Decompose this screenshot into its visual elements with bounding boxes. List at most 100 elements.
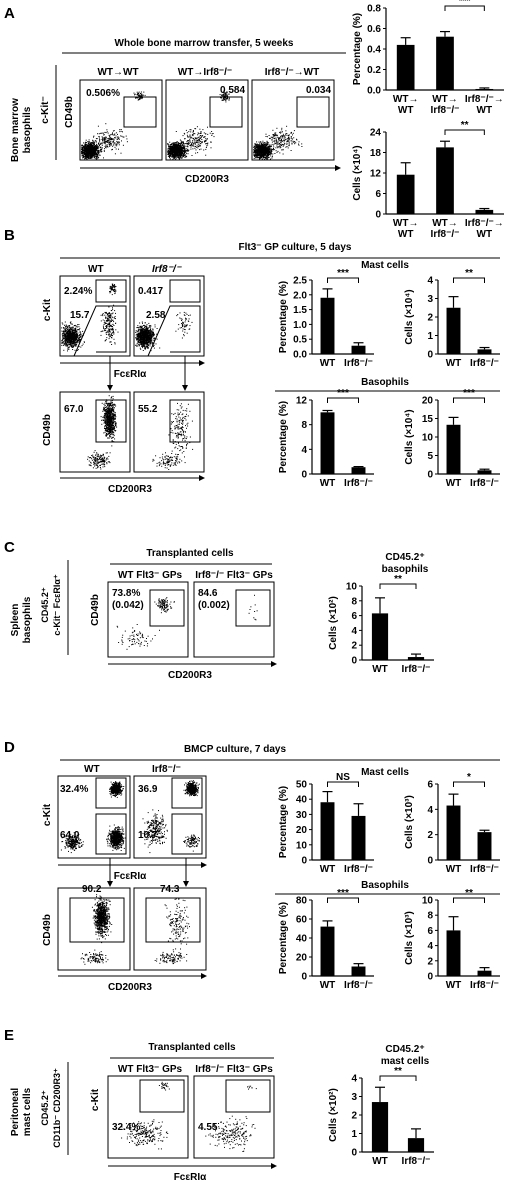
scatter-dot <box>149 334 151 335</box>
scatter-dot <box>175 142 176 144</box>
scatter-dot <box>74 345 76 347</box>
scatter-dot <box>137 97 139 99</box>
scatter-dot <box>277 137 279 139</box>
scatter-dot <box>185 151 187 153</box>
scatter-dot <box>146 341 148 343</box>
scatter-dot <box>184 157 186 158</box>
panel-b-top-plot-2-gate-upper <box>169 279 201 303</box>
scatter-dot <box>106 131 108 133</box>
scatter-dot <box>84 152 85 154</box>
scatter-dot <box>278 139 280 141</box>
scatter-dot <box>97 125 99 127</box>
scatter-dot <box>99 155 101 156</box>
scatter-dot <box>100 132 102 134</box>
scatter-dot <box>283 139 284 141</box>
scatter-dot <box>260 149 262 151</box>
scatter-dot <box>67 339 69 341</box>
scatter-dot <box>62 337 64 339</box>
scatter-dot <box>172 156 174 158</box>
scatter-dot <box>111 133 113 135</box>
scatter-dot <box>209 132 211 134</box>
scatter-dot <box>82 145 84 147</box>
scatter-dot <box>74 334 76 336</box>
scatter-dot <box>279 137 281 139</box>
scatter-dot <box>114 293 116 295</box>
scatter-dot <box>64 334 66 336</box>
scatter-dot <box>113 143 115 145</box>
scatter-dot <box>275 150 277 152</box>
scatter-dot <box>205 138 207 140</box>
scatter-dot <box>105 333 107 335</box>
scatter-dot <box>71 336 73 337</box>
scatter-dot <box>254 154 256 156</box>
scatter-dot <box>83 149 85 151</box>
panel-d-bottom-plot-2-gate <box>145 897 201 943</box>
scatter-dot <box>97 157 99 159</box>
scatter-dot <box>103 142 105 144</box>
scatter-dot <box>119 131 121 133</box>
scatter-dot <box>105 329 107 331</box>
scatter-dot <box>81 345 83 347</box>
scatter-dot <box>180 150 182 152</box>
scatter-dot <box>183 148 185 150</box>
scatter-dot <box>184 150 186 151</box>
panel-a-plot-3-title: Irf8⁻/⁻→WT <box>265 67 319 78</box>
scatter-dot <box>154 339 156 341</box>
scatter-dot <box>191 145 193 147</box>
scatter-dot <box>256 143 258 145</box>
scatter-dot <box>229 91 231 93</box>
scatter-dot <box>111 289 112 291</box>
panel-a-plot-2-value: 0.584 <box>220 85 245 96</box>
scatter-dot <box>107 319 109 320</box>
scatter-dot <box>227 95 229 97</box>
scatter-dot <box>98 152 100 153</box>
scatter-dot <box>136 331 138 333</box>
scatter-dot <box>168 146 169 148</box>
scatter-dot <box>185 129 187 131</box>
scatter-dot <box>115 329 117 331</box>
scatter-dot <box>178 151 180 153</box>
scatter-dot <box>181 142 183 144</box>
scatter-dot <box>264 144 266 146</box>
scatter-dot <box>263 156 265 158</box>
scatter-dot <box>178 158 180 160</box>
scatter-dot <box>205 147 207 148</box>
panel-b-baso-title: Basophils <box>361 377 409 388</box>
scatter-dot <box>256 156 258 158</box>
scatter-dot <box>77 349 79 351</box>
scatter-dot <box>78 329 80 331</box>
scatter-dot <box>81 154 83 156</box>
scatter-dot <box>108 336 110 338</box>
scatter-dot <box>200 137 202 139</box>
scatter-dot <box>143 328 145 330</box>
scatter-dot <box>180 152 182 154</box>
scatter-dot <box>116 140 118 142</box>
scatter-dot <box>75 344 77 346</box>
scatter-dot <box>263 155 265 157</box>
scatter-dot <box>68 336 69 338</box>
scatter-dot <box>106 145 108 147</box>
scatter-dot <box>173 158 175 160</box>
scatter-dot <box>172 151 174 153</box>
scatter-dot-layer <box>60 90 303 1152</box>
scatter-dot <box>94 156 96 158</box>
scatter-dot <box>271 149 272 151</box>
scatter-dot <box>178 155 180 157</box>
scatter-dot <box>142 96 144 98</box>
scatter-dot <box>69 342 70 344</box>
scatter-dot <box>64 337 66 339</box>
scatter-dot <box>104 140 106 142</box>
scatter-dot <box>111 329 113 331</box>
scatter-dot <box>76 350 78 351</box>
scatter-dot <box>146 324 148 326</box>
scatter-dot <box>199 138 201 140</box>
scatter-dot <box>97 152 99 154</box>
scatter-dot <box>265 147 267 149</box>
scatter-dot <box>96 149 98 150</box>
scatter-dot <box>113 325 115 326</box>
scatter-dot <box>271 143 273 145</box>
scatter-dot <box>202 129 204 131</box>
scatter-dot <box>207 133 209 135</box>
scatter-dot <box>178 154 180 156</box>
scatter-dot <box>110 144 112 146</box>
